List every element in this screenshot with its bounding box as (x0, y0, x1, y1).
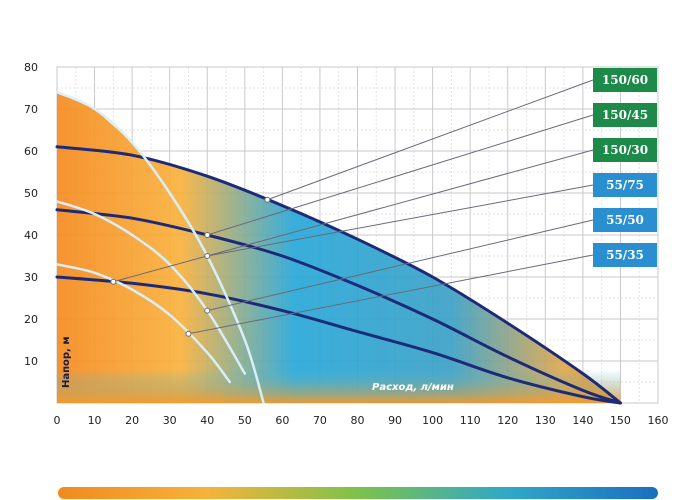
legend-leader-150-45 (207, 114, 594, 236)
series-lines (55, 90, 622, 405)
legend-leader-55-50 (207, 219, 594, 312)
legend-badge-55-50 (593, 208, 657, 232)
legend-marker-55-50 (204, 307, 211, 314)
y-tick-label: 50 (24, 187, 38, 200)
x-tick-label: 40 (200, 414, 214, 427)
legend-badge-150-60 (593, 68, 657, 92)
x-tick-label: 30 (163, 414, 177, 427)
series-line-55-50 (55, 200, 247, 375)
legend-label-150-30: 150/30 (602, 143, 648, 157)
series-line-150-60 (55, 145, 622, 405)
x-tick-label: 100 (422, 414, 443, 427)
legend-leader-150-60 (267, 79, 594, 201)
x-tick-label: 120 (497, 414, 518, 427)
legend: 150/60 150/45 150/30 55/75 55/50 55/35 (110, 68, 657, 337)
y-tick-label: 30 (24, 271, 38, 284)
y-tick-label: 20 (24, 313, 38, 326)
x-tick-label: 110 (460, 414, 481, 427)
y-tick-label: 70 (24, 103, 38, 116)
legend-marker-55-75 (204, 253, 211, 259)
y-tick-label: 80 (24, 61, 38, 74)
legend-leader-55-35 (188, 254, 594, 335)
legend-badge-150-30 (593, 138, 657, 162)
operating-area-bottom (57, 369, 621, 403)
x-tick-label: 150 (610, 414, 631, 427)
series-line-150-30 (55, 275, 622, 405)
legend-label-55-35: 55/35 (606, 248, 644, 262)
legend-leader-55-75 (207, 184, 594, 257)
legend-label-55-75: 55/75 (606, 178, 644, 192)
legend-marker-150-30 (110, 278, 117, 285)
y-tick-label: 60 (24, 145, 38, 158)
x-tick-label: 10 (88, 414, 102, 427)
legend-leader-150-30 (113, 149, 594, 283)
x-axis-label: Расход, л/мин (372, 382, 454, 393)
legend-label-55-50: 55/50 (606, 213, 644, 227)
series-line-55-75 (55, 90, 265, 405)
x-tick-label: 140 (572, 414, 593, 427)
legend-badge-55-35 (593, 243, 657, 267)
x-tick-label: 80 (351, 414, 365, 427)
legend-marker-55-35 (185, 330, 192, 337)
y-tick-label: 10 (24, 355, 38, 368)
legend-marker-150-60 (264, 196, 271, 203)
x-tick-label: 0 (54, 414, 61, 427)
y-axis-label: Напор, м (61, 336, 72, 388)
x-tick-label: 130 (535, 414, 556, 427)
x-tick-label: 50 (238, 414, 252, 427)
legend-badge-55-75 (593, 173, 657, 197)
x-tick-label: 20 (125, 414, 139, 427)
x-tick-label: 70 (313, 414, 327, 427)
operating-area (57, 92, 621, 403)
color-scale-bar (58, 487, 658, 499)
x-tick-label: 90 (388, 414, 402, 427)
axis-labels: Напор, м Расход, л/мин (61, 336, 454, 393)
y-tick-label: 40 (24, 229, 38, 242)
legend-badge-150-45 (593, 103, 657, 127)
operating-area-fill (57, 92, 621, 403)
x-tick-label: 60 (275, 414, 289, 427)
x-tick-label: 160 (648, 414, 669, 427)
legend-marker-150-45 (204, 232, 211, 238)
series-line-150-45 (55, 208, 622, 405)
legend-label-150-60: 150/60 (602, 73, 648, 87)
tick-labels: 0 10 20 30 40 50 60 70 80 90 100 110 120 130 140 150 160… (24, 61, 669, 427)
legend-label-150-45: 150/45 (602, 108, 648, 122)
series-line-55-35 (55, 263, 232, 384)
